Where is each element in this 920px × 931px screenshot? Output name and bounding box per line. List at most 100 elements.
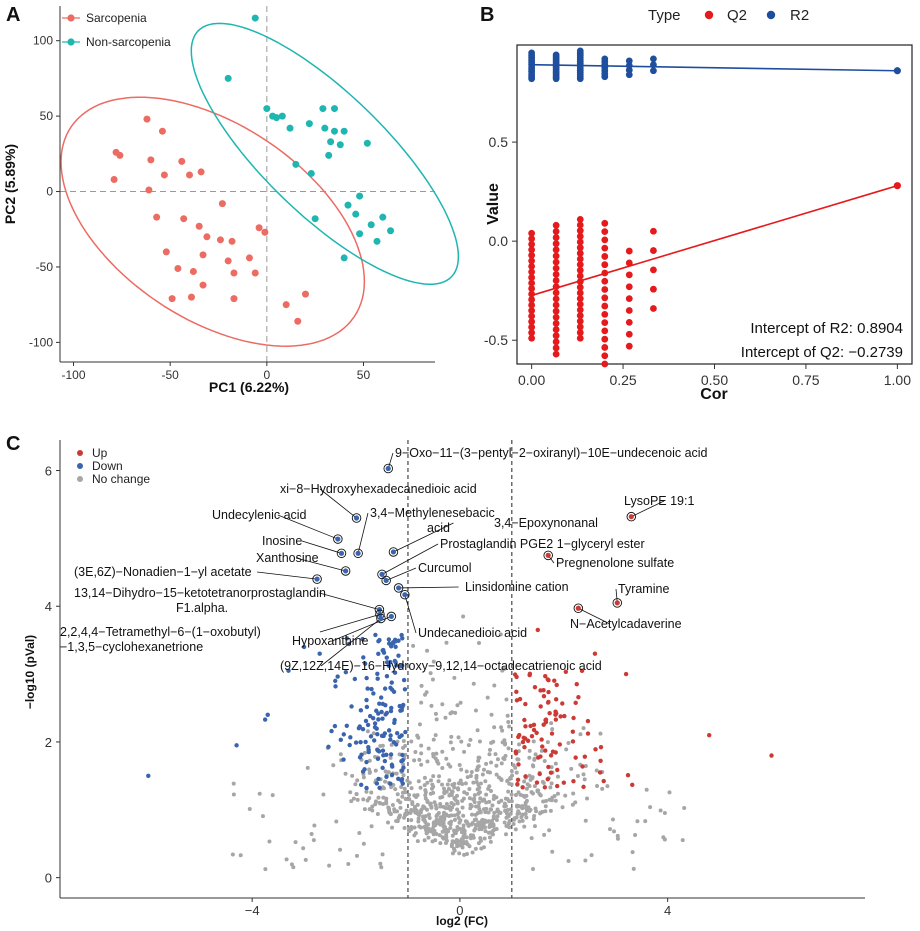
highlighted-point	[388, 613, 394, 620]
volcano-point-down	[317, 651, 322, 656]
volcano-point-no-change	[455, 807, 460, 812]
pca-plot-area	[60, 6, 460, 362]
volcano-point-no-change	[536, 788, 541, 793]
volcano-point-down	[344, 636, 350, 641]
volcano-point-no-change	[607, 827, 612, 832]
volcano-point-no-change	[511, 763, 516, 768]
volcano-point-up	[542, 785, 548, 790]
volcano-point-up	[573, 700, 578, 706]
volcano-point-no-change	[582, 777, 587, 782]
annotation-leader-line	[320, 618, 382, 667]
volcano-point-no-change	[377, 800, 382, 805]
volcano-point-no-change	[517, 742, 522, 747]
volcano-point-no-change	[589, 853, 594, 858]
volcano-point-no-change	[477, 739, 482, 744]
volcano-point-no-change	[421, 804, 426, 809]
volcano-point-down	[363, 718, 369, 724]
volcano-point-up	[534, 780, 540, 785]
volcano-point-up	[706, 732, 712, 738]
volcano-point-no-change	[571, 791, 576, 796]
permutation-point-q2	[552, 344, 560, 352]
volcano-point-no-change	[419, 751, 424, 756]
volcano-point-no-change	[442, 786, 447, 791]
highlighted-point-ring	[543, 550, 553, 561]
pca-point-non-sarcopenia	[305, 120, 313, 128]
volcano-point-down	[388, 644, 394, 649]
volcano-point-no-change	[425, 780, 430, 785]
pca-point-sarcopenia	[168, 295, 176, 303]
volcano-point-no-change	[490, 803, 495, 808]
volcano-point-no-change	[467, 796, 472, 801]
volcano-point-no-change	[431, 790, 436, 795]
volcano-point-down	[377, 785, 382, 791]
pca-point-sarcopenia	[203, 233, 211, 241]
volcano-point-down	[372, 721, 378, 726]
volcano-point-no-change	[369, 824, 374, 829]
volcano-point-no-change	[615, 836, 620, 841]
volcano-point-no-change	[500, 728, 505, 733]
pca-point-sarcopenia	[153, 213, 161, 221]
volcano-point-down	[400, 663, 405, 668]
volcano-point-no-change	[267, 839, 272, 844]
highlighted-point	[338, 550, 345, 556]
permutation-y-axis-label: Value	[485, 183, 502, 225]
pca-point-sarcopenia	[301, 290, 309, 298]
volcano-point-down	[378, 695, 384, 700]
volcano-point-no-change	[462, 829, 467, 834]
volcano-point-no-change	[389, 785, 394, 790]
volcano-point-no-change	[474, 776, 479, 781]
volcano-point-down	[396, 653, 401, 658]
volcano-point-no-change	[403, 797, 408, 802]
volcano-point-no-change	[402, 815, 407, 820]
volcano-point-no-change	[547, 797, 552, 802]
volcano-point-no-change	[455, 812, 460, 817]
pca-x-tick-label: -50	[162, 368, 180, 382]
volcano-point-no-change	[367, 770, 372, 775]
volcano-point-no-change	[461, 826, 466, 831]
volcano-point-no-change	[455, 793, 460, 798]
highlighted-point	[335, 536, 341, 542]
permutation-point-q2	[625, 247, 633, 255]
annotation-label: Linsidomine cation	[465, 580, 569, 594]
highlighted-point-ring	[388, 547, 399, 557]
volcano-point-no-change	[423, 820, 428, 825]
volcano-point-no-change	[542, 759, 547, 764]
volcano-point-down	[389, 762, 395, 767]
volcano-point-no-change	[350, 773, 355, 778]
volcano-point-up	[549, 731, 555, 736]
highlighted-point-ring	[351, 513, 362, 523]
volcano-point-up	[523, 774, 528, 779]
panel-c: C −4 0 4 0 2 4 6 9−Oxo−11−(3−pentyl−2−oxirany…	[6, 433, 865, 928]
volcano-point-no-change	[415, 802, 420, 807]
volcano-point-up	[630, 782, 635, 788]
volcano-point-no-change	[442, 812, 447, 817]
volcano-point-no-change	[402, 786, 407, 791]
volcano-point-no-change	[509, 799, 514, 804]
volcano-point-no-change	[525, 782, 530, 787]
volcano-point-no-change	[397, 815, 402, 820]
volcano-point-down	[371, 691, 376, 696]
volcano-annotations: 9−Oxo−11−(3−pentyl−2−oxiranyl)−10E−undec…	[60, 446, 708, 673]
fit-line-q2	[531, 184, 898, 297]
volcano-point-no-change	[549, 721, 554, 726]
permutation-y-tick-label: 0.5	[489, 134, 509, 150]
permutation-point-q2	[528, 334, 536, 342]
legend-sarcopenia-marker	[67, 14, 75, 22]
volcano-point-down	[381, 647, 386, 653]
volcano-point-down	[349, 704, 354, 709]
volcano-point-up	[515, 777, 521, 782]
volcano-point-no-change	[631, 866, 636, 871]
pca-x-ticks: -100 -50 0 50	[62, 362, 370, 382]
volcano-point-no-change	[401, 738, 406, 743]
volcano-point-no-change	[257, 791, 262, 796]
volcano-point-no-change	[505, 713, 510, 718]
volcano-point-no-change	[487, 747, 492, 752]
permutation-point-q2	[601, 319, 609, 327]
annotation-leader-line	[301, 540, 342, 554]
pca-point-non-sarcopenia	[356, 230, 364, 238]
volcano-point-no-change	[416, 779, 421, 784]
annotation-leader-line	[386, 567, 417, 581]
volcano-point-no-change	[509, 792, 514, 797]
volcano-point-no-change	[387, 810, 392, 815]
pca-point-non-sarcopenia	[286, 124, 294, 132]
